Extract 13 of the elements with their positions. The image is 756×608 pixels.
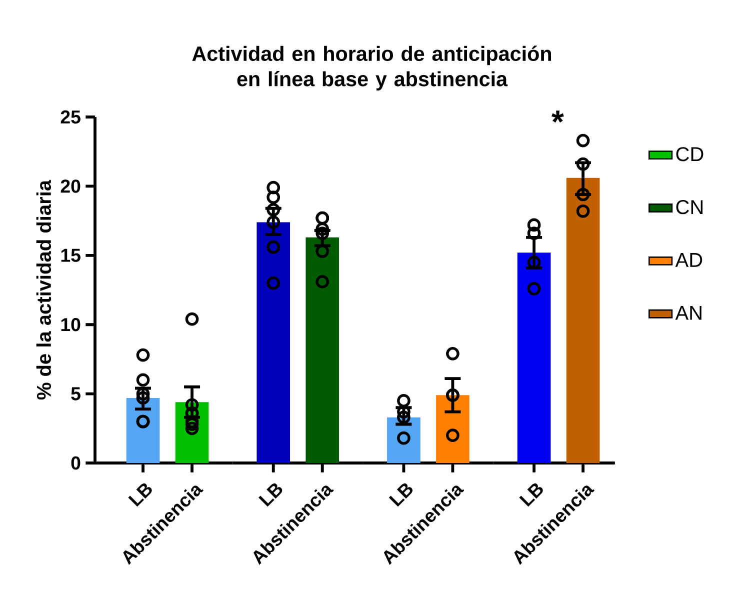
y-tick-label: 5 bbox=[71, 387, 80, 400]
legend-label: AD bbox=[675, 253, 702, 267]
y-tick-label: 0 bbox=[71, 456, 80, 470]
y-axis-title: % de la actividad diaria bbox=[36, 180, 52, 400]
text: Actividad en horario de anticipación en línea base y abstinencia bbox=[192, 46, 552, 90]
legend-label: CN bbox=[676, 200, 703, 214]
legend-label: CD bbox=[676, 147, 704, 162]
annotation: * bbox=[552, 110, 564, 123]
y-tick-label: 25 bbox=[60, 110, 80, 124]
y-tick-label: 15 bbox=[61, 248, 80, 262]
y-tick-label: 10 bbox=[61, 318, 80, 332]
y-tick-label: 20 bbox=[60, 180, 80, 193]
legend-label: AN bbox=[675, 306, 702, 320]
